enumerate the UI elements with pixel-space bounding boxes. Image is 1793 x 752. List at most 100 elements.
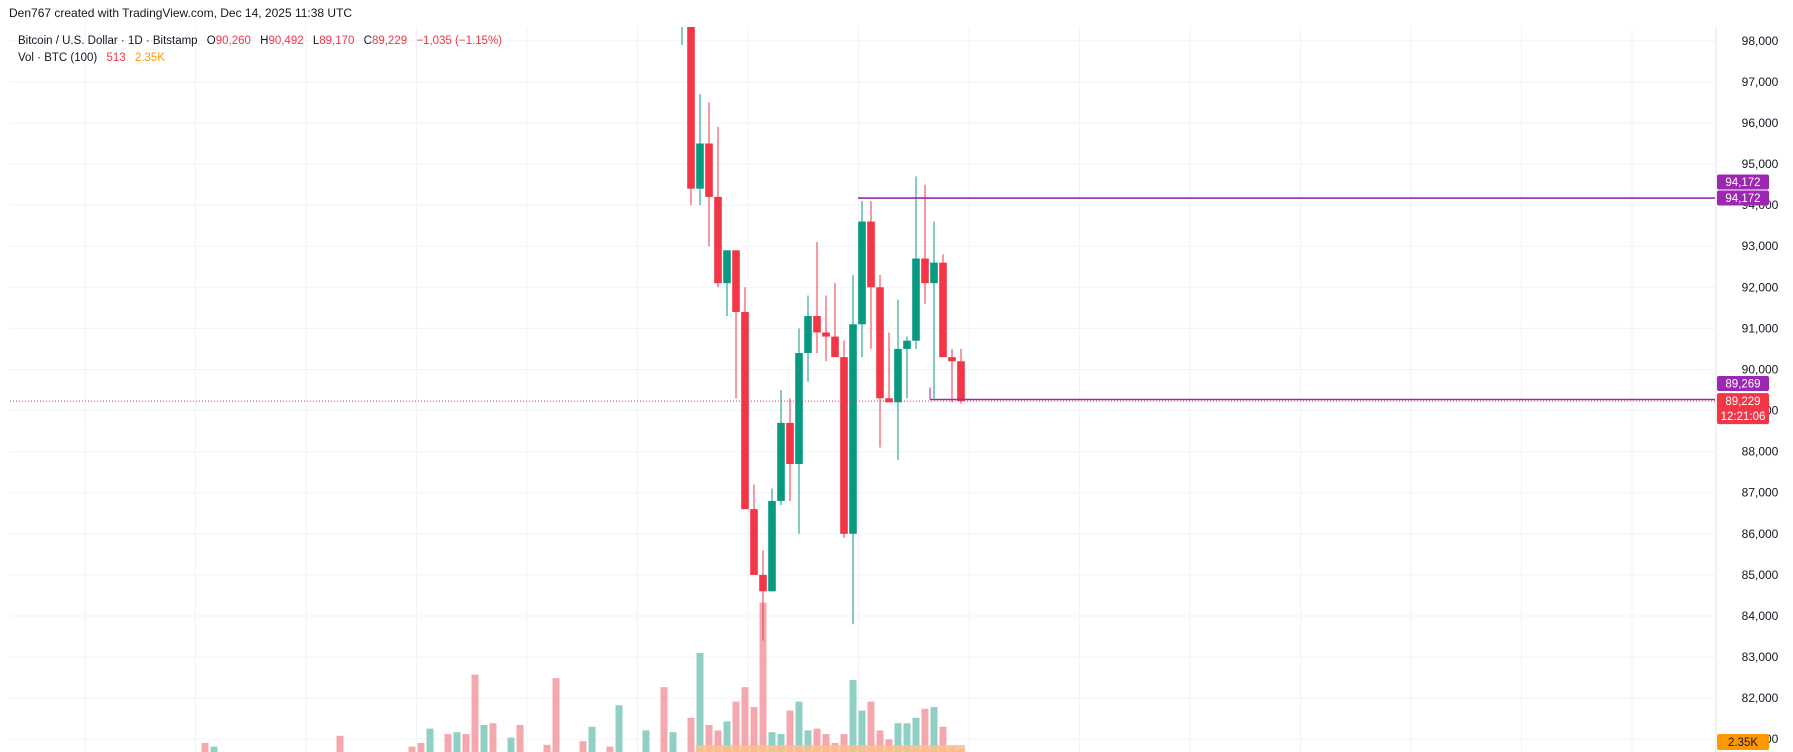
- candle-down: [687, 12, 695, 189]
- volume-bar: [939, 726, 947, 752]
- volume-bar: [723, 721, 731, 752]
- open-label: O: [206, 35, 216, 47]
- volume-bar: [615, 705, 623, 752]
- candle-down: [921, 258, 929, 284]
- volume-bar: [480, 725, 488, 752]
- volume-bar: [471, 674, 479, 752]
- volume-bar: [894, 723, 902, 752]
- candle-up: [849, 324, 857, 534]
- volume-bar: [912, 717, 920, 752]
- volume-bar: [714, 730, 722, 752]
- volume-bar: [732, 701, 740, 752]
- volume-bar: [669, 732, 677, 752]
- y-tick-label: 87,000: [1742, 486, 1779, 500]
- candle-down: [714, 196, 722, 284]
- volume-bar: [930, 707, 938, 752]
- volume-bar: [552, 678, 560, 752]
- candle-down: [948, 357, 956, 362]
- candle-down: [759, 574, 767, 592]
- volume-bar: [462, 734, 470, 752]
- volume-bar: [876, 730, 884, 752]
- volume-value: 513: [106, 52, 126, 64]
- candle-up: [930, 262, 938, 284]
- price-axis-badges: 94,172 94,172 89,269 89,229 12:21:06 2.35K: [1717, 174, 1769, 750]
- candle-down: [867, 221, 875, 288]
- high-label: H: [260, 35, 269, 47]
- volume-ma-band: [696, 745, 965, 752]
- attribution-text: Den767 created with TradingView.com, Dec…: [9, 6, 353, 20]
- candle-down: [705, 143, 713, 197]
- volume-legend: Vol · BTC (100) 513 2.35K: [18, 52, 165, 64]
- chart-grid: [10, 27, 1717, 752]
- close-label: C: [363, 35, 372, 47]
- attribution-bar: Den767 created with TradingView.com, Dec…: [0, 0, 1793, 27]
- y-tick-label: 85,000: [1742, 568, 1779, 582]
- volume-bar: [840, 734, 848, 752]
- volume-bar: [867, 701, 875, 752]
- y-tick-label: 83,000: [1742, 650, 1779, 664]
- volume-bar: [417, 743, 425, 752]
- y-tick-label: 88,000: [1742, 445, 1779, 459]
- volume-bar: [642, 730, 650, 752]
- volume-bar: [705, 725, 713, 752]
- volume-bar: [660, 687, 668, 752]
- volume-bar: [750, 707, 758, 752]
- candle-down: [822, 332, 830, 337]
- volume-bar: [588, 726, 596, 752]
- level-high-badge-2: 94,172: [1725, 193, 1760, 205]
- volume-bar: [813, 728, 821, 752]
- high-value: 90,492: [268, 35, 304, 47]
- candle-up: [804, 316, 812, 354]
- volume-bar: [579, 741, 587, 752]
- volume-bar: [903, 723, 911, 752]
- candle-up: [696, 143, 704, 189]
- last-price-badge: 89,229: [1725, 396, 1760, 408]
- y-tick-label: 91,000: [1742, 321, 1779, 335]
- y-tick-label: 96,000: [1742, 116, 1779, 130]
- volume-bar: [606, 746, 614, 752]
- volume-bar: [858, 710, 866, 752]
- candlestick-series: [678, 12, 965, 641]
- candle-down: [939, 262, 947, 358]
- y-tick-label: 90,000: [1742, 362, 1779, 376]
- volume-bar: [210, 746, 218, 752]
- horizontal-levels[interactable]: [10, 197, 1715, 402]
- y-tick-label: 86,000: [1742, 527, 1779, 541]
- volume-bar: [687, 717, 695, 752]
- close-value: 89,229: [371, 35, 408, 47]
- candle-up: [723, 250, 731, 284]
- symbol-label[interactable]: Bitcoin / U.S. Dollar · 1D · Bitstamp: [18, 35, 198, 47]
- y-tick-label: 98,000: [1742, 34, 1779, 48]
- candle-down: [750, 509, 758, 575]
- candle-down: [885, 398, 893, 403]
- candle-down: [831, 336, 839, 358]
- volume-label[interactable]: Vol · BTC (100): [18, 52, 98, 64]
- level-low-badge-bg: [1717, 375, 1769, 391]
- volume-bar: [516, 725, 524, 752]
- volume-bar: [786, 710, 794, 752]
- candle-down: [840, 357, 848, 534]
- ohlc-legend: Bitcoin / U.S. Dollar · 1D · Bitstamp O 9…: [18, 35, 502, 47]
- candle-down: [741, 311, 749, 510]
- y-tick-label: 84,000: [1742, 609, 1779, 623]
- volume-bar: [768, 732, 776, 752]
- volume-bar: [696, 653, 704, 752]
- candle-up: [912, 258, 920, 341]
- candle-down: [957, 361, 965, 402]
- y-tick-label: 82,000: [1742, 691, 1779, 705]
- volume-bar: [759, 602, 767, 752]
- volume-bar: [201, 743, 209, 752]
- volume-bar: [408, 746, 416, 752]
- volume-bar: [426, 728, 434, 752]
- volume-bar: [849, 680, 857, 752]
- volume-bar: [453, 732, 461, 752]
- volume-bar: [444, 734, 452, 752]
- volume-bar: [777, 734, 785, 752]
- volume-ma-value: 2.35K: [134, 52, 165, 64]
- y-tick-label: 95,000: [1742, 157, 1779, 171]
- candle-down: [876, 287, 884, 399]
- low-value: 89,170: [319, 35, 355, 47]
- price-axis[interactable]: 81,00082,00083,00084,00085,00086,00087,0…: [1742, 34, 1779, 746]
- low-label: L: [312, 35, 320, 47]
